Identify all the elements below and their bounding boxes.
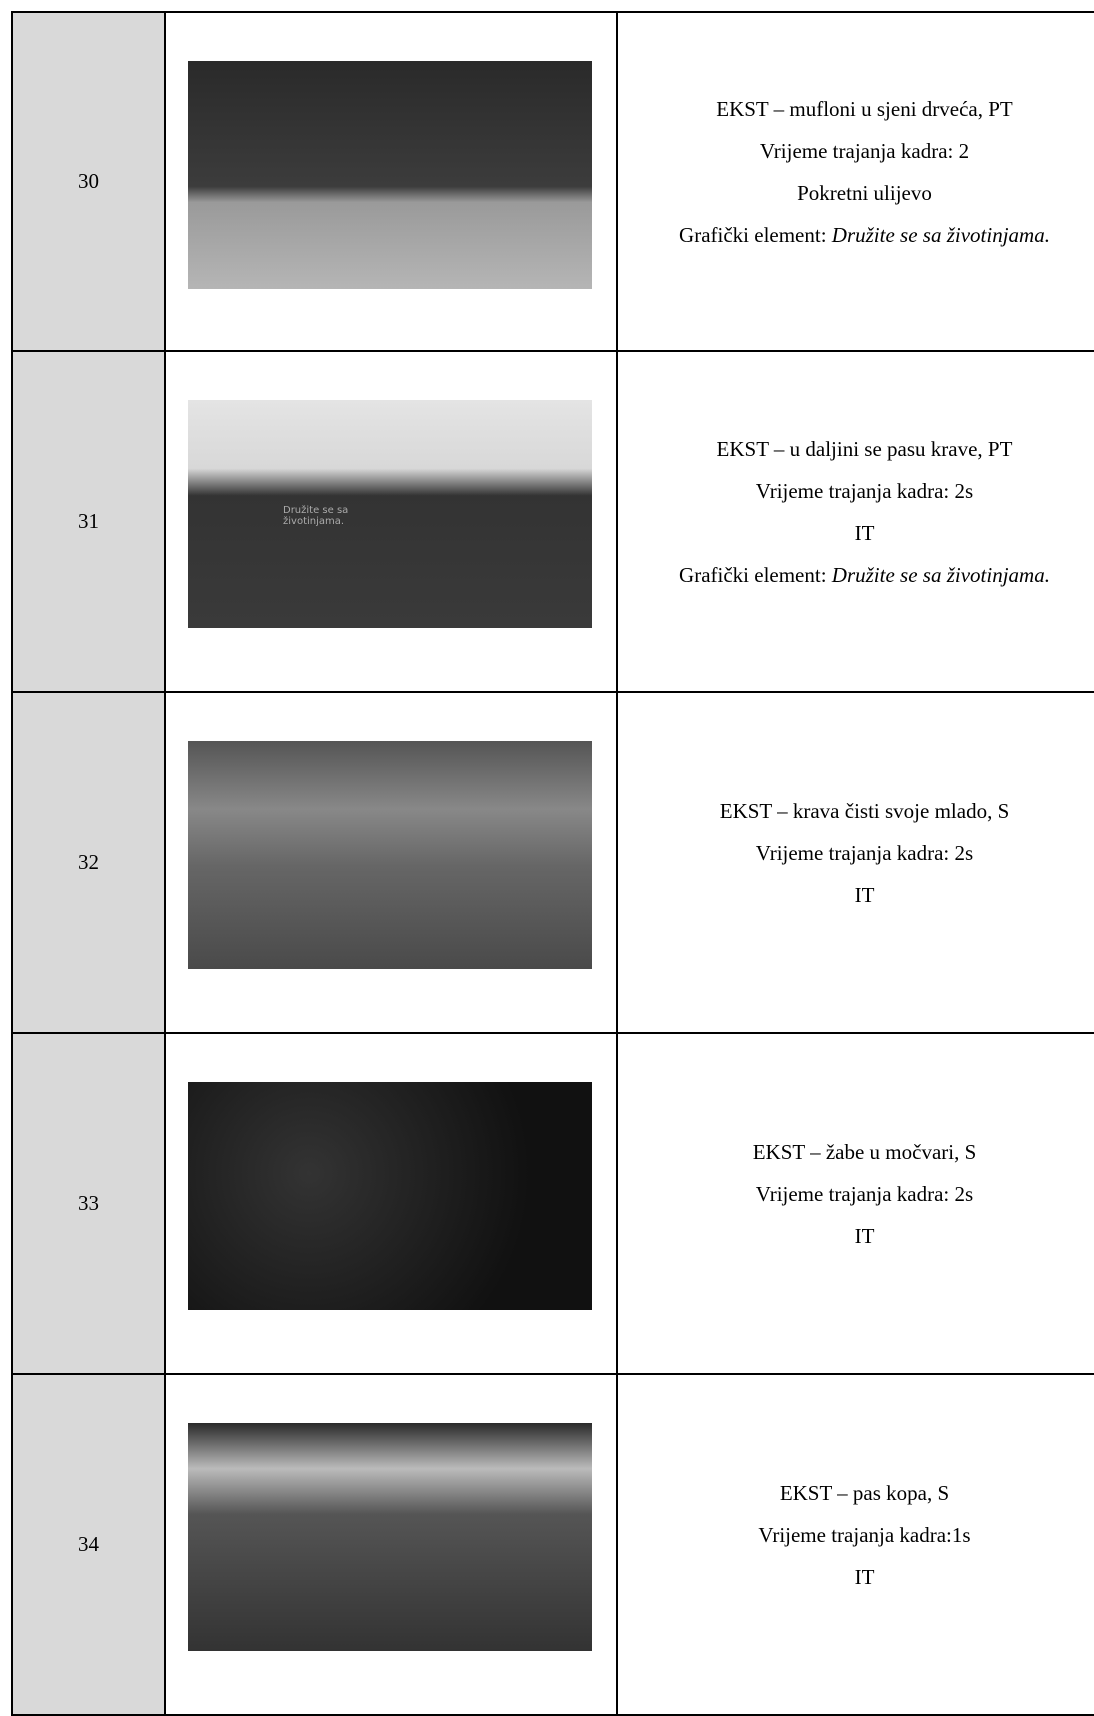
description-line: Vrijeme trajanja kadra:1s xyxy=(758,1522,971,1547)
graphic-label: Grafički element: xyxy=(679,222,827,247)
image-cell: Družite se sa životinjama. xyxy=(166,352,618,691)
description-line: EKST – krava čisti svoje mlado, S xyxy=(719,798,1010,823)
shot-image xyxy=(188,741,592,969)
description: EKST – krava čisti svoje mlado, S Vrijeme… xyxy=(618,693,1094,1032)
table-row: 32 EKST – krava čisti svoje mlado, S Vrije… xyxy=(11,693,1094,1034)
graphic-text: Družite se sa životinjama. xyxy=(831,222,1050,247)
description-line: IT xyxy=(854,882,875,907)
shot-image xyxy=(188,1423,592,1651)
description-line: EKST – pas kopa, S xyxy=(779,1480,950,1505)
description-line: Vrijeme trajanja kadra: 2s xyxy=(755,840,974,865)
description-line: Pokretni ulijevo xyxy=(797,180,932,205)
image-cell xyxy=(166,1034,618,1373)
image-overlay-text: Družite se sa životinjama. xyxy=(283,505,349,527)
graphic-label: Grafički element: xyxy=(679,562,827,587)
description-line: IT xyxy=(854,520,875,545)
shot-image xyxy=(188,1082,592,1310)
description: EKST – žabe u močvari, S Vrijeme trajanja… xyxy=(618,1034,1094,1373)
description-line: Vrijeme trajanja kadra: 2 xyxy=(759,138,970,163)
description: EKST – mufloni u sjeni drveća, PT Vrijeme… xyxy=(618,13,1094,350)
shot-number: 31 xyxy=(11,352,166,691)
image-cell xyxy=(166,1375,618,1714)
description-line: EKST – mufloni u sjeni drveća, PT xyxy=(716,96,1013,121)
image-cell xyxy=(166,13,618,350)
table-row: 34 EKST – pas kopa, S Vrijeme trajanja kad… xyxy=(11,1375,1094,1716)
table-row: 33 EKST – žabe u močvari, S Vrijeme trajan… xyxy=(11,1034,1094,1375)
description-line: IT xyxy=(854,1564,875,1589)
description-line: EKST – žabe u močvari, S xyxy=(752,1139,977,1164)
shot-image: Družite se sa životinjama. xyxy=(188,400,592,628)
description-line: Vrijeme trajanja kadra: 2s xyxy=(755,478,974,503)
table-row: 30 EKST – mufloni u sjeni drveća, PT Vrije… xyxy=(11,11,1094,352)
shot-image xyxy=(188,61,592,289)
description: EKST – u daljini se pasu krave, PT Vrijem… xyxy=(618,352,1094,691)
shot-number: 32 xyxy=(11,693,166,1032)
description-line: IT xyxy=(854,1223,875,1248)
graphic-text: Družite se sa životinjama. xyxy=(831,562,1050,587)
description: EKST – pas kopa, S Vrijeme trajanja kadra… xyxy=(618,1375,1094,1714)
shot-number: 34 xyxy=(11,1375,166,1714)
description-line: EKST – u daljini se pasu krave, PT xyxy=(716,436,1013,461)
shot-number: 30 xyxy=(11,13,166,350)
graphic-element: Grafički element: Družite se sa životinj… xyxy=(679,554,1050,596)
graphic-element: Grafički element: Družite se sa životinj… xyxy=(679,214,1050,256)
table-row: 31 Družite se sa životinjama. EKST – u dal… xyxy=(11,352,1094,693)
storyboard-table: 30 EKST – mufloni u sjeni drveća, PT Vrije… xyxy=(11,11,1094,1716)
shot-number: 33 xyxy=(11,1034,166,1373)
description-line: Vrijeme trajanja kadra: 2s xyxy=(755,1181,974,1206)
image-cell xyxy=(166,693,618,1032)
